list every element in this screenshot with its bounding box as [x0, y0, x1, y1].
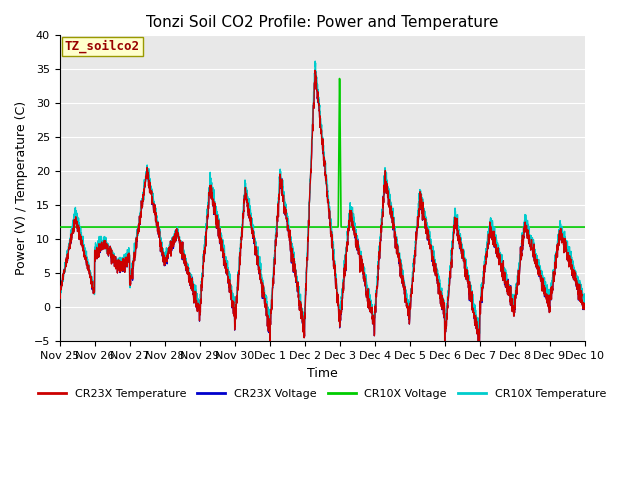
Text: TZ_soilco2: TZ_soilco2: [65, 40, 140, 53]
Title: Tonzi Soil CO2 Profile: Power and Temperature: Tonzi Soil CO2 Profile: Power and Temper…: [146, 15, 499, 30]
X-axis label: Time: Time: [307, 367, 337, 380]
Y-axis label: Power (V) / Temperature (C): Power (V) / Temperature (C): [15, 101, 28, 276]
Legend: CR23X Temperature, CR23X Voltage, CR10X Voltage, CR10X Temperature: CR23X Temperature, CR23X Voltage, CR10X …: [34, 384, 611, 403]
